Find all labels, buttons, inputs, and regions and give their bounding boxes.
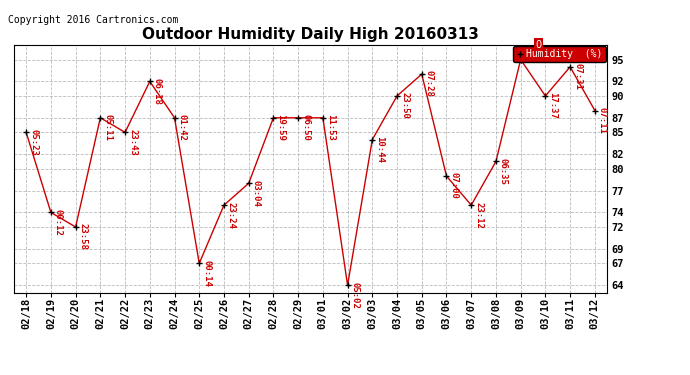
Text: 00:14: 00:14	[202, 260, 211, 286]
Text: 07:28: 07:28	[425, 70, 434, 98]
Text: 23:43: 23:43	[128, 129, 137, 156]
Text: 23:24: 23:24	[227, 201, 236, 228]
Text: 06:50: 06:50	[301, 114, 310, 141]
Text: 19:59: 19:59	[277, 114, 286, 141]
Text: 03:04: 03:04	[252, 180, 261, 207]
Text: Copyright 2016 Cartronics.com: Copyright 2016 Cartronics.com	[8, 15, 178, 25]
Title: Outdoor Humidity Daily High 20160313: Outdoor Humidity Daily High 20160313	[142, 27, 479, 42]
Text: 11:53: 11:53	[326, 114, 335, 141]
Text: 07:11: 07:11	[598, 107, 607, 134]
Text: 0: 0	[535, 40, 541, 50]
Text: 05:11: 05:11	[104, 114, 112, 141]
Legend: Humidity  (%): Humidity (%)	[513, 46, 606, 62]
Text: 06:18: 06:18	[152, 78, 161, 105]
Text: 10:44: 10:44	[375, 136, 384, 163]
Text: 23:12: 23:12	[474, 201, 483, 228]
Text: 17:37: 17:37	[549, 92, 558, 119]
Text: 00:12: 00:12	[54, 209, 63, 236]
Text: 07:31: 07:31	[573, 63, 582, 90]
Text: 06:35: 06:35	[499, 158, 508, 185]
Text: 05:02: 05:02	[351, 282, 359, 309]
Text: 01:42: 01:42	[177, 114, 186, 141]
Text: 07:00: 07:00	[449, 172, 458, 199]
Text: 23:50: 23:50	[400, 92, 409, 119]
Text: 05:23: 05:23	[29, 129, 38, 156]
Text: 23:58: 23:58	[79, 224, 88, 250]
